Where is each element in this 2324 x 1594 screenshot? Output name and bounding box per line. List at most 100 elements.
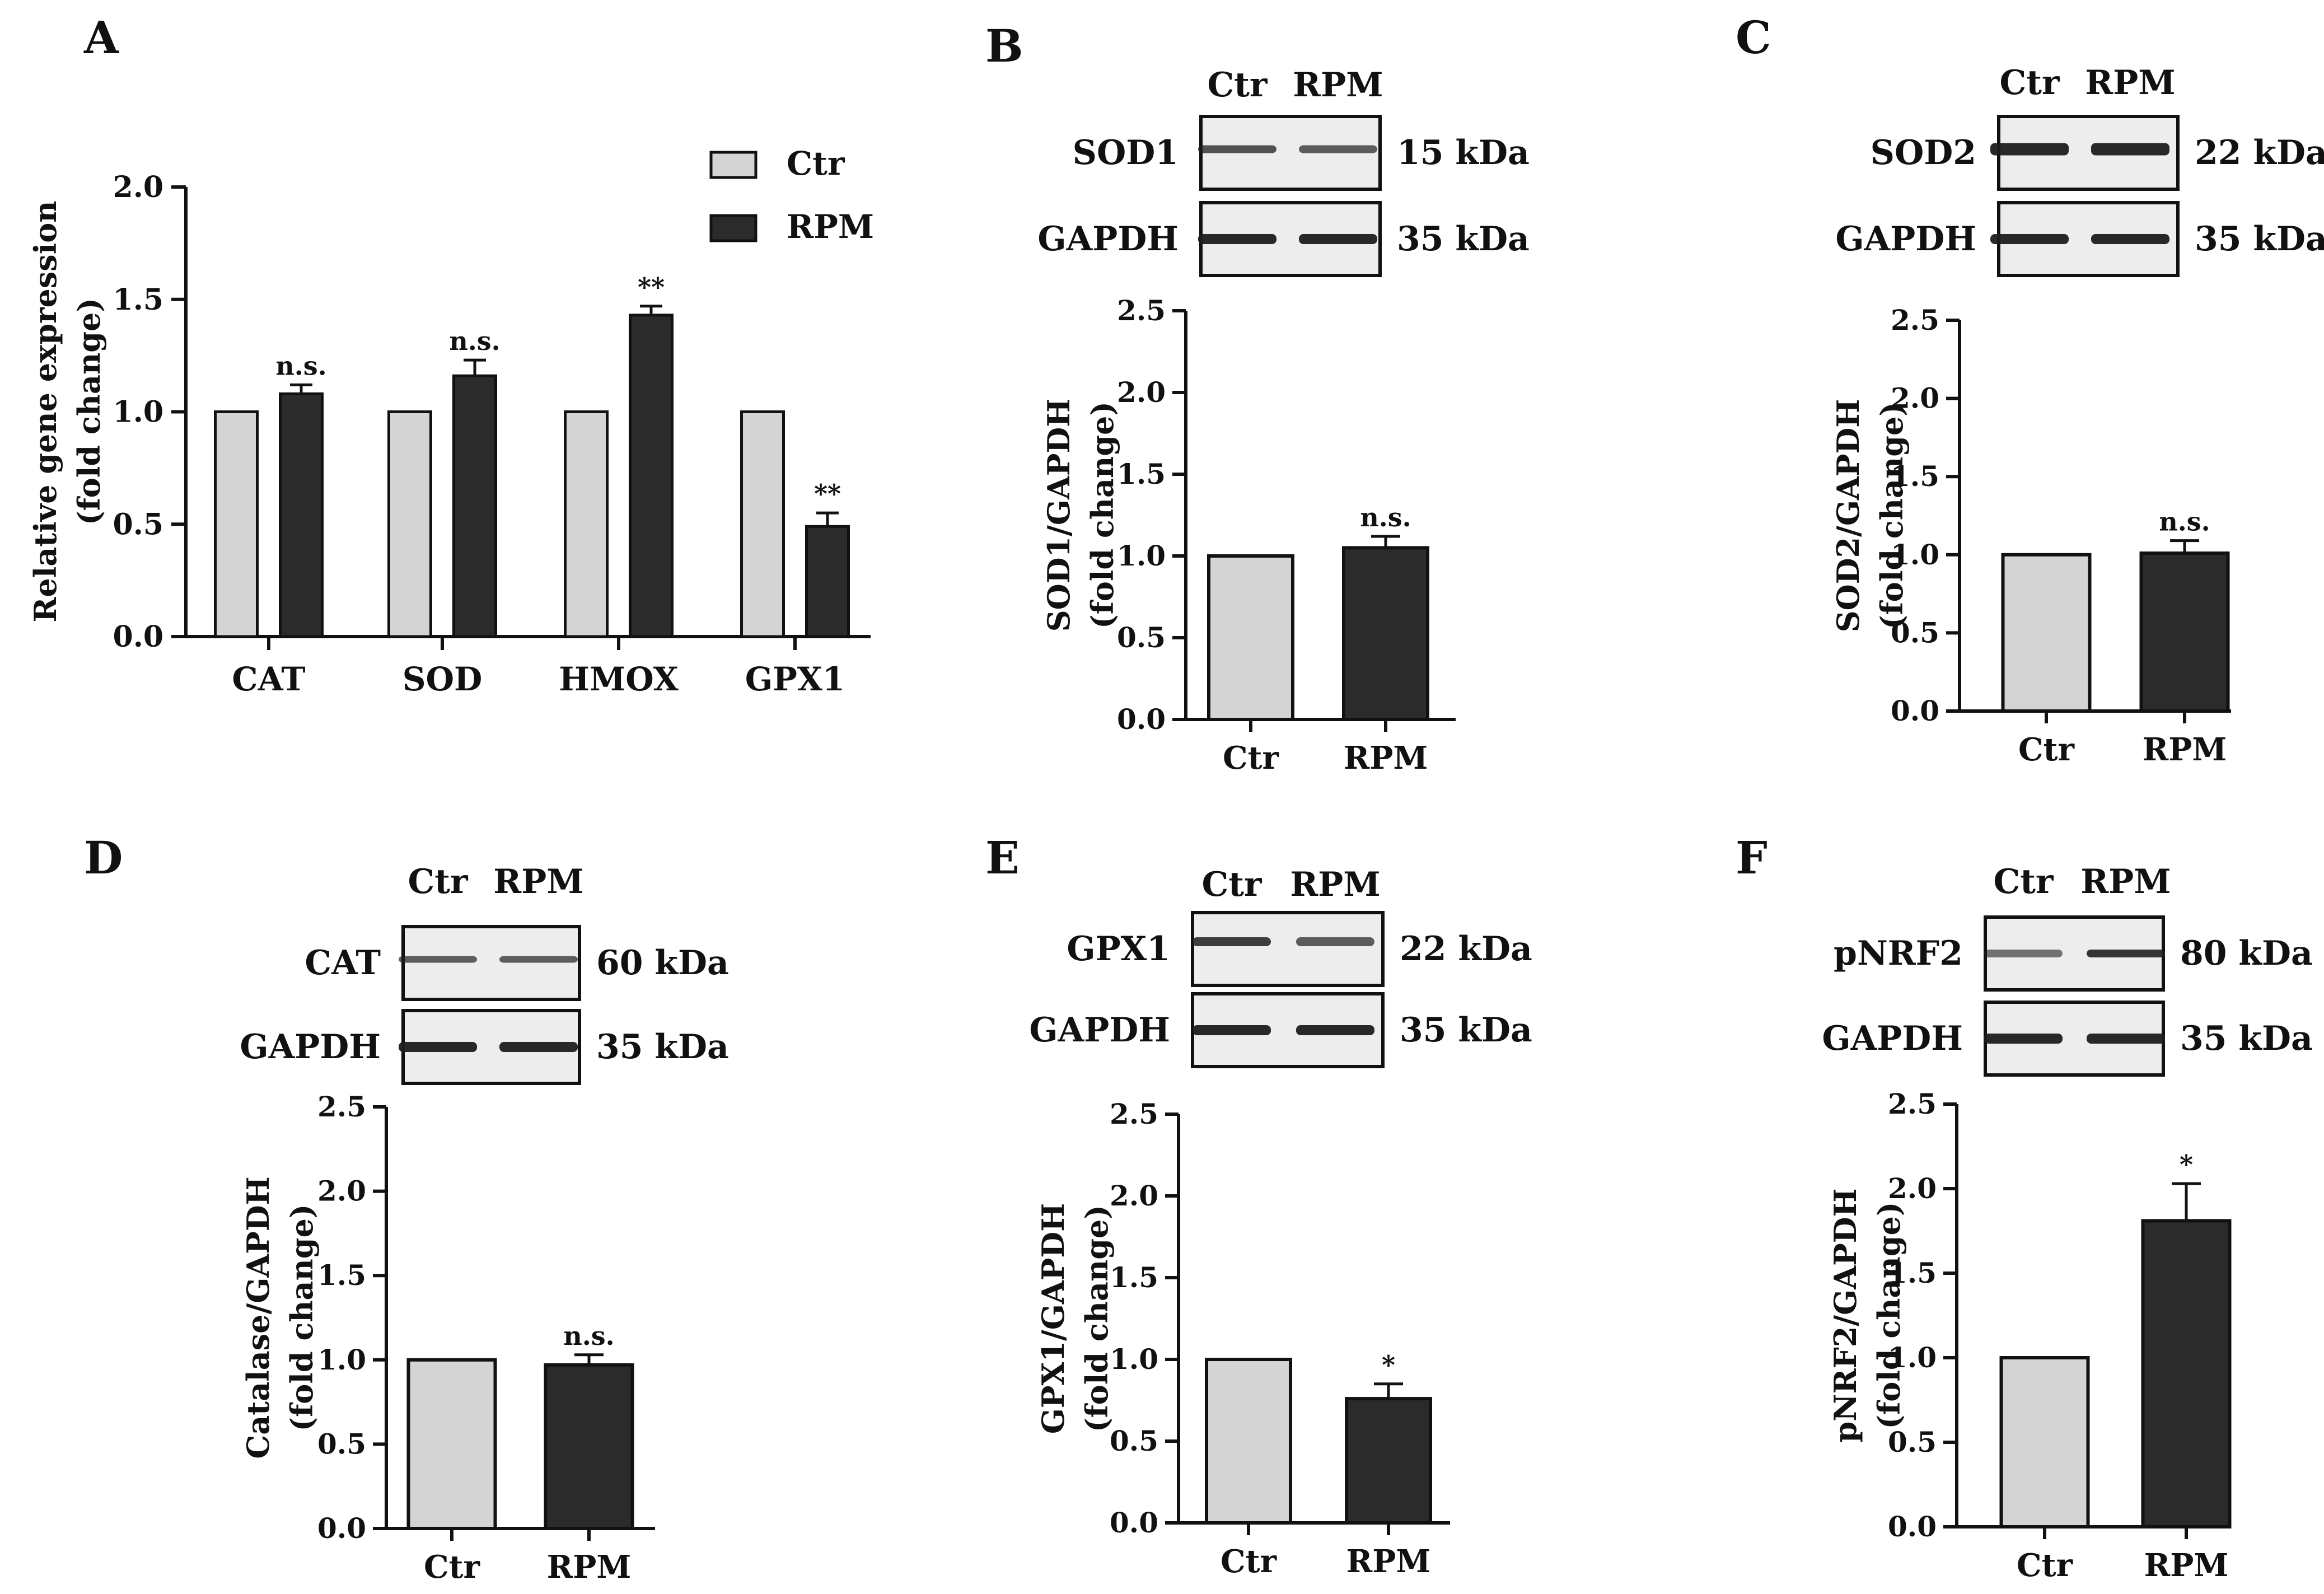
lane-label-rpm: RPM (493, 862, 583, 901)
y-tick-label: 0.0 (1110, 1506, 1158, 1539)
significance-label: n.s. (449, 326, 500, 356)
significance-label: n.s. (1360, 502, 1411, 532)
blot-target-label: SOD1 (1073, 133, 1179, 172)
y-tick-label: 2.0 (1117, 376, 1166, 409)
lane-label-rpm: RPM (2080, 862, 2171, 901)
blot-loading-label: GAPDH (240, 1027, 381, 1067)
bar-ctr (1207, 554, 1294, 721)
band (2087, 950, 2165, 957)
blot-target-kda: 60 kDa (596, 943, 729, 983)
band (1193, 1025, 1271, 1035)
y-tick-label: 2.5 (1110, 1097, 1158, 1130)
y-axis-label: SOD2/GAPDH (fold change) (1830, 399, 1910, 633)
y-axis-label-line: (fold change) (71, 298, 107, 525)
band (2091, 234, 2169, 244)
band (1990, 234, 2069, 244)
y-tick-label: 2.0 (1888, 1172, 1937, 1205)
lane-label-rpm: RPM (1290, 865, 1380, 904)
panel-label-d: D (84, 831, 123, 884)
band (1198, 145, 1276, 153)
y-axis-label-line: Catalase/GAPDH (240, 1176, 276, 1459)
blot-target-label: pNRF2 (1834, 934, 1963, 973)
y-tick-label: 1.0 (113, 395, 163, 429)
y-tick-label: 1.5 (317, 1259, 366, 1292)
y-tick-label: 0.5 (1110, 1424, 1158, 1457)
significance-label: ** (638, 272, 665, 302)
y-tick-label: 1.0 (317, 1343, 366, 1376)
band (2091, 143, 2169, 156)
bar-rpm (1342, 546, 1429, 722)
lane-label-rpm: RPM (2085, 63, 2175, 102)
panel-label-a: A (83, 11, 119, 64)
bar-ctr (406, 1358, 497, 1531)
y-tick-label: 1.5 (113, 283, 163, 317)
y-tick-label: 0.5 (113, 507, 163, 541)
blot-target-kda: 22 kDa (1400, 929, 1532, 969)
panel-e: E Ctr RPM GPX1 22 kDa GAPDH 35 kDa 0.0 0.5 1.0 1.5… (985, 831, 1532, 1580)
band (1984, 1034, 2063, 1044)
significance-label: n.s. (2159, 507, 2210, 537)
band (1990, 143, 2069, 156)
bar-ctr-sod (387, 410, 432, 638)
y-tick-label: 1.0 (1891, 538, 1939, 571)
y-tick-label: 0.0 (1117, 703, 1166, 736)
bar-rpm-gpx1 (805, 525, 850, 638)
panel-d: D Ctr RPM CAT 60 kDa GAPDH 35 kDa 0.0 0.5 1.0 1.5 2… (84, 831, 729, 1586)
x-tick-label: RPM (547, 1549, 632, 1586)
x-tick-label: Ctr (2018, 731, 2075, 768)
blot-loading-label: GAPDH (1037, 219, 1179, 259)
y-tick-label: 1.0 (1110, 1343, 1158, 1376)
y-axis-label: Relative gene expression (fold change) (27, 201, 107, 623)
y-tick-label: 2.0 (1891, 382, 1939, 415)
blot-loading-label: GAPDH (1029, 1011, 1170, 1050)
y-tick-label: 2.0 (113, 170, 163, 204)
y-tick-label: 2.0 (1110, 1179, 1158, 1212)
blot-target-label: GPX1 (1067, 929, 1170, 969)
bar-ctr-cat (214, 410, 259, 638)
y-axis-label-line: pNRF2/GAPDH (1827, 1188, 1863, 1442)
x-tick-label: RPM (2144, 1547, 2229, 1584)
y-tick-label: 0.5 (317, 1427, 366, 1460)
x-tick-label: RPM (1344, 740, 1428, 777)
y-axis-label-line: Relative gene expression (27, 201, 63, 623)
bar-rpm (2139, 551, 2230, 713)
x-tick-label: HMOX (559, 660, 679, 698)
bar-rpm-sod (452, 374, 497, 638)
y-tick-label: 2.5 (1888, 1087, 1937, 1120)
y-tick-label: 1.0 (1117, 539, 1166, 572)
x-tick-label: GPX1 (745, 660, 845, 698)
y-axis-label-line: GPX1/GAPDH (1035, 1203, 1071, 1434)
panel-c: C Ctr RPM SOD2 22 kDa GAPDH 35 kDa 0.0 0.5 1.0 1.5… (1736, 11, 2324, 768)
y-tick-label: 0.0 (113, 620, 163, 654)
band (1296, 1025, 1374, 1035)
lane-label-rpm: RPM (1293, 66, 1383, 105)
band (499, 956, 578, 963)
y-axis-label-line: (fold change) (1079, 1205, 1115, 1432)
y-tick-label: 2.0 (317, 1175, 366, 1208)
legend-label-ctr: Ctr (787, 144, 845, 183)
panel-label-c: C (1736, 11, 1771, 64)
significance-label: ** (814, 479, 841, 509)
y-axis-label-line: SOD2/GAPDH (1830, 399, 1866, 633)
band (2087, 1034, 2165, 1044)
band (1198, 234, 1276, 244)
significance-label: n.s. (275, 350, 326, 381)
y-axis-label-line: (fold change) (1084, 401, 1120, 629)
bar-ctr-gpx1 (740, 410, 785, 638)
x-tick-label: Ctr (1223, 740, 1279, 777)
blot-target (401, 925, 581, 1001)
blot-target-kda: 15 kDa (1397, 133, 1530, 172)
bar-rpm-hmox (629, 314, 674, 638)
panel-label-e: E (985, 831, 1020, 884)
x-tick-label: RPM (2143, 731, 2227, 768)
x-tick-label: Ctr (2017, 1547, 2073, 1584)
bar-rpm (544, 1363, 634, 1530)
x-tick-label: CAT (232, 660, 305, 698)
y-tick-label: 2.5 (1891, 303, 1939, 336)
blot-loading-kda: 35 kDa (1397, 219, 1530, 259)
band (1984, 950, 2063, 957)
bar-ctr (2001, 553, 2092, 713)
bar-ctr-hmox (564, 410, 609, 638)
